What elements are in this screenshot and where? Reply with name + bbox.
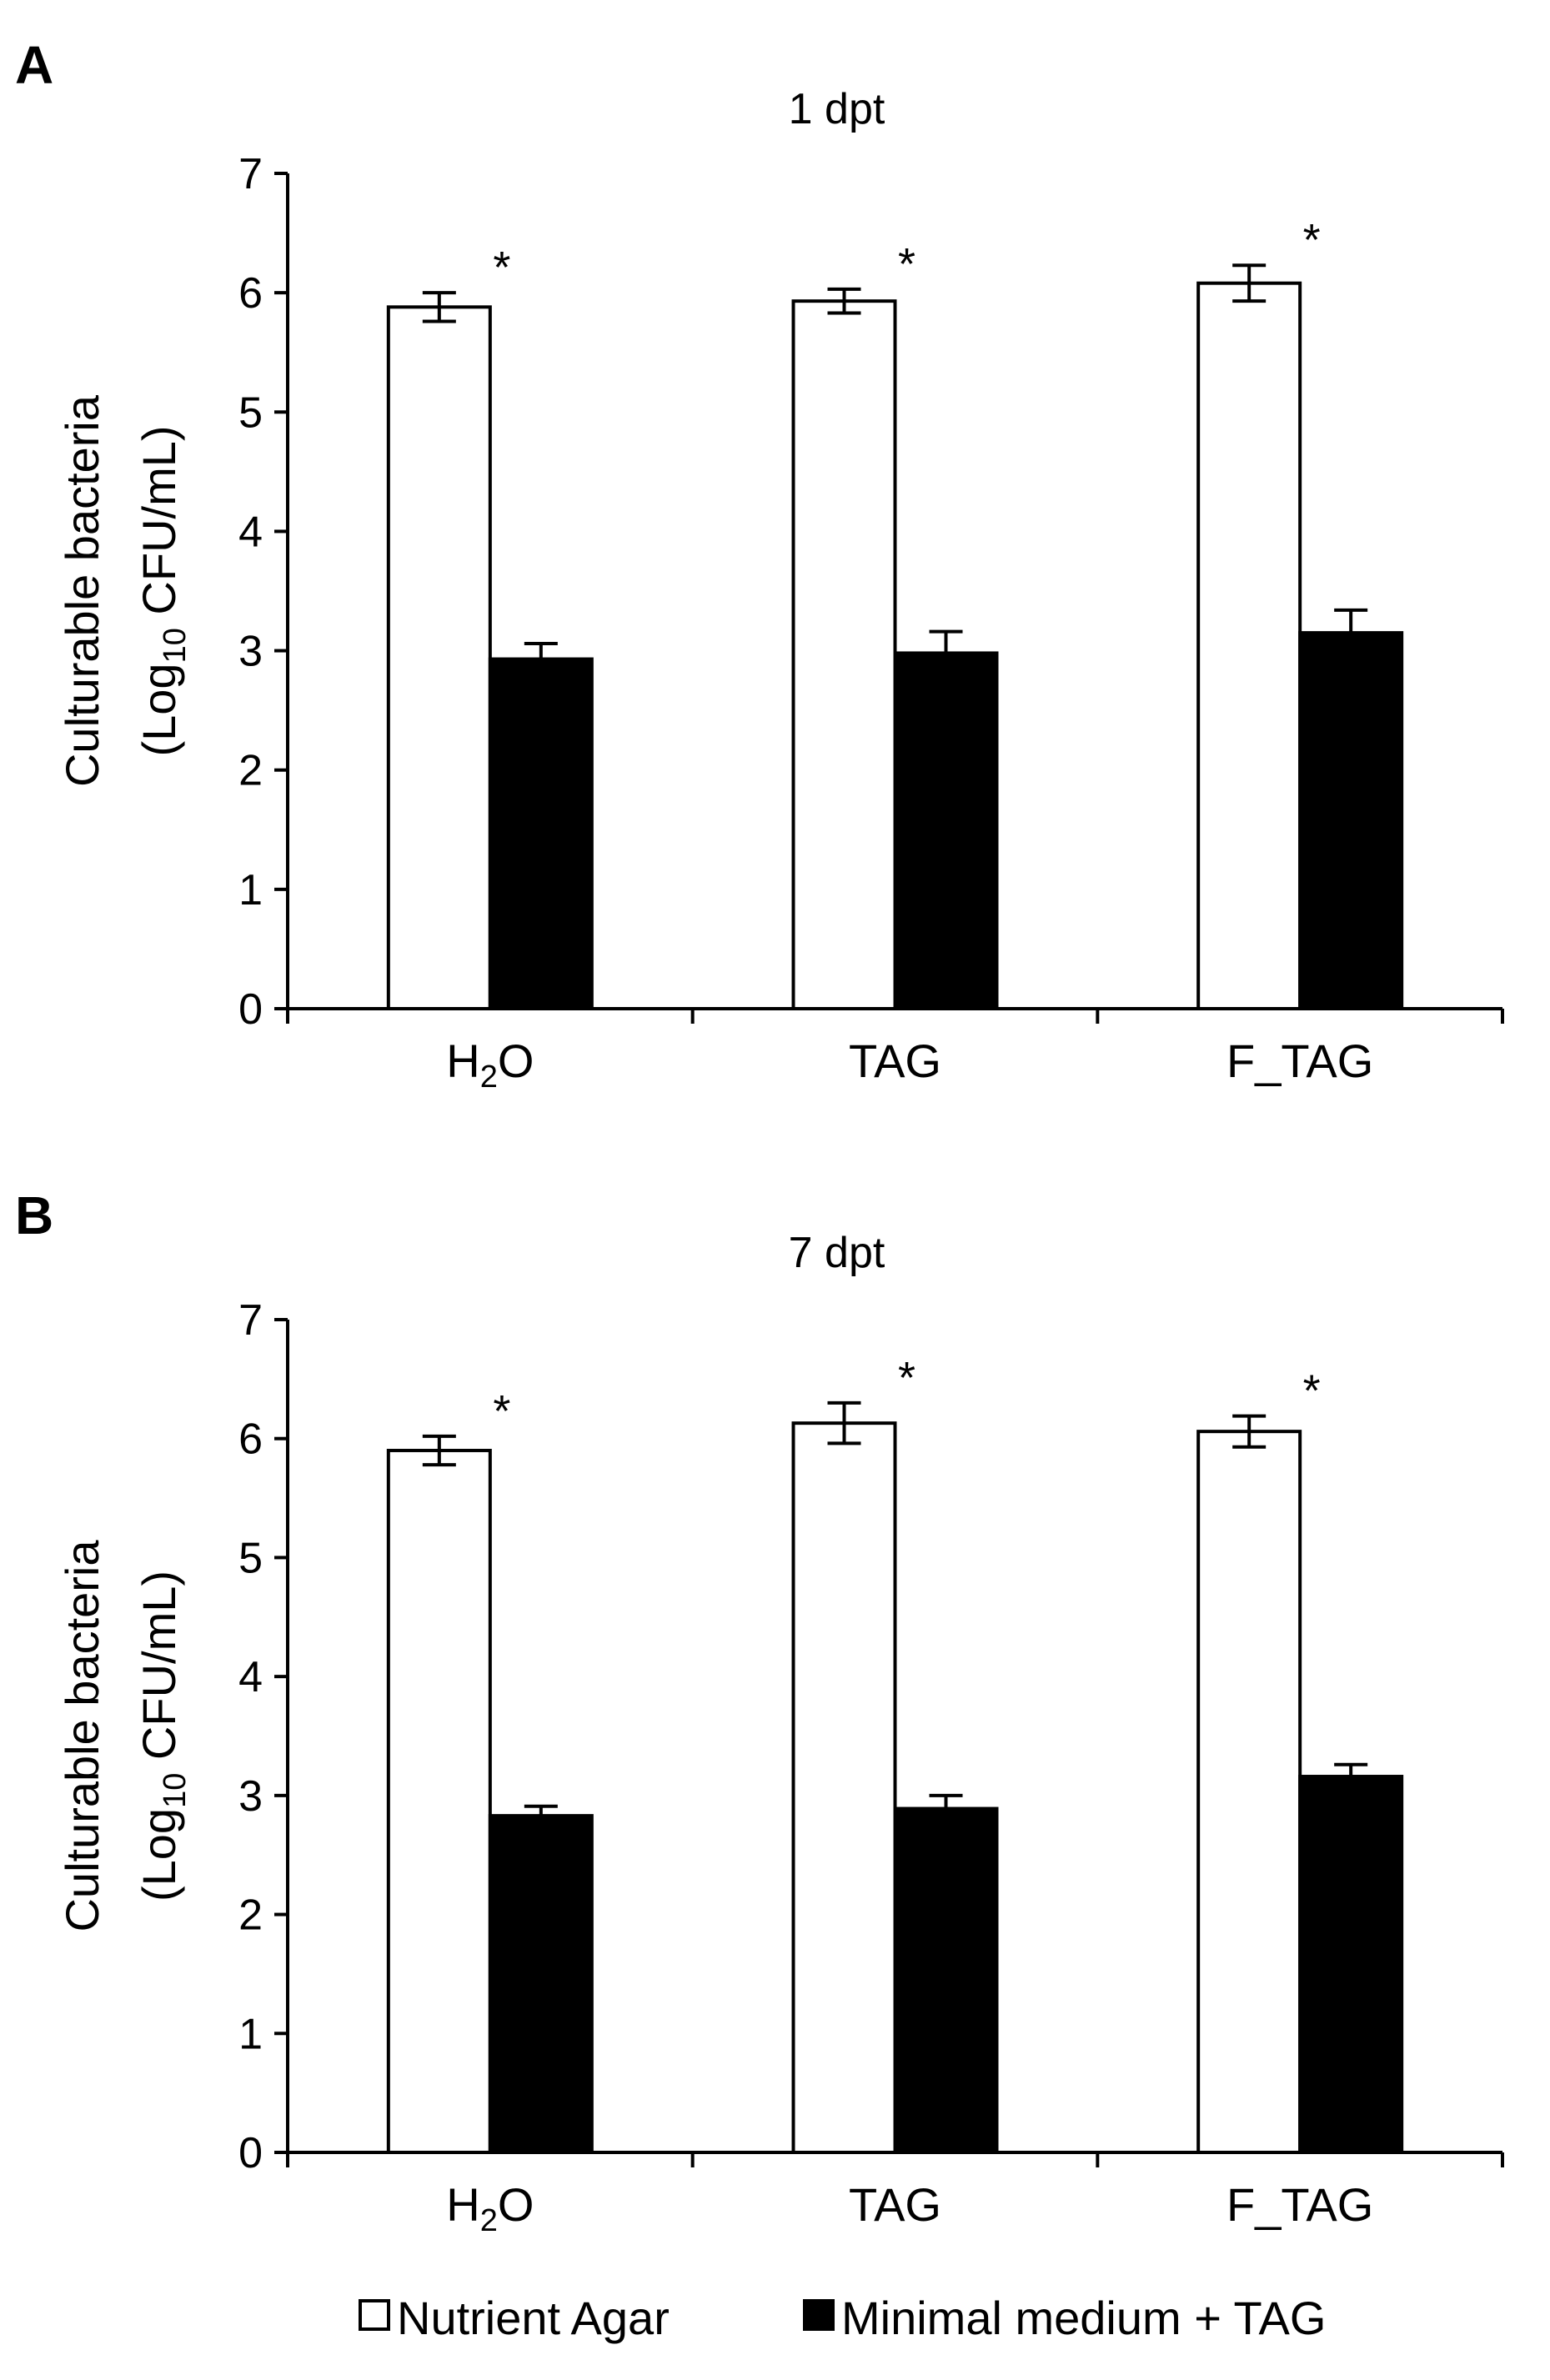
panel-letter: A xyxy=(15,35,53,95)
bar-minimal-medium xyxy=(1298,631,1404,1010)
y-tick-label: 2 xyxy=(238,1891,263,1940)
y-tick-label: 1 xyxy=(238,866,263,914)
chart-panel-a: A 1 dpt Culturable bacteria (Log10 CFU/mL) 0… xyxy=(15,35,1504,1095)
legend-swatch-nutrient-agar xyxy=(359,2299,390,2331)
y-tick-label: 5 xyxy=(238,1534,263,1582)
bar-minimal-medium xyxy=(893,651,999,1010)
x-category-text: F_TAG xyxy=(1226,1035,1373,1087)
y-tick-label: 1 xyxy=(238,2010,263,2058)
significance-star: * xyxy=(1303,215,1321,265)
y-tick-label: 3 xyxy=(238,628,263,676)
legend-label: Minimal medium + TAG xyxy=(841,2292,1326,2344)
y-tick-label: 0 xyxy=(238,985,263,1034)
bar-nutrient-agar xyxy=(1196,281,1302,1011)
y-axis-title-line2: (Log10 CFU/mL) xyxy=(133,425,193,756)
y-axis-title-line1: Culturable bacteria xyxy=(56,1540,108,1932)
y-axis-title-line2: (Log10 CFU/mL) xyxy=(133,1571,193,1901)
y-axis-title-sub: 10 xyxy=(158,1773,193,1808)
bar-minimal-medium xyxy=(1298,1775,1404,2155)
y-tick-label: 3 xyxy=(238,1772,263,1821)
y-tick-label: 7 xyxy=(238,150,263,198)
bar-minimal-medium xyxy=(488,657,594,1010)
bar-minimal-medium xyxy=(893,1806,999,2154)
y-axis-title-post: CFU/mL) xyxy=(133,1571,185,1773)
y-axis-title-pre: (Log xyxy=(133,663,185,756)
significance-star: * xyxy=(493,1386,510,1436)
significance-star: * xyxy=(493,243,510,293)
bar-nutrient-agar xyxy=(386,1448,492,2154)
bar-nutrient-agar xyxy=(791,299,897,1011)
x-category-text: H xyxy=(446,1035,479,1087)
x-category-label: TAG xyxy=(849,2178,941,2231)
x-category-label: TAG xyxy=(849,1035,941,1087)
y-tick-label: 6 xyxy=(238,1415,263,1464)
x-category-post: O xyxy=(498,2178,534,2231)
bar-minimal-medium xyxy=(488,1814,594,2155)
x-category-text: H xyxy=(446,2178,479,2231)
significance-star: * xyxy=(898,1353,915,1403)
legend-label: Nutrient Agar xyxy=(397,2292,670,2344)
x-category-sub: 2 xyxy=(480,1060,498,1095)
legend: Nutrient Agar Minimal medium + TAG xyxy=(359,2292,1326,2344)
x-category-label: H2O xyxy=(446,1035,534,1095)
y-axis-title-post: CFU/mL) xyxy=(133,425,185,628)
y-axis-title-pre: (Log xyxy=(133,1808,185,1901)
significance-star: * xyxy=(898,239,915,289)
x-category-post: O xyxy=(498,1035,534,1087)
bar-nutrient-agar xyxy=(386,305,492,1010)
y-tick-label: 6 xyxy=(238,269,263,318)
chart-panel-b: B 7 dpt Culturable bacteria (Log10 CFU/mL) 0… xyxy=(15,1185,1504,2238)
y-axis-title-line1: Culturable bacteria xyxy=(56,394,108,787)
chart-title: 7 dpt xyxy=(789,1229,885,1277)
y-tick-label: 4 xyxy=(238,508,263,556)
x-category-label: F_TAG xyxy=(1226,1035,1373,1087)
x-category-label: F_TAG xyxy=(1226,2178,1373,2231)
x-category-sub: 2 xyxy=(480,2203,498,2238)
bar-nutrient-agar xyxy=(791,1421,897,2154)
x-category-label: H2O xyxy=(446,2178,534,2238)
x-category-text: TAG xyxy=(849,1035,941,1087)
bar-nutrient-agar xyxy=(1196,1430,1302,2155)
legend-swatch-minimal-medium xyxy=(803,2299,835,2331)
chart-title: 1 dpt xyxy=(789,85,885,133)
y-tick-label: 2 xyxy=(238,747,263,795)
y-tick-label: 5 xyxy=(238,388,263,437)
y-tick-label: 4 xyxy=(238,1653,263,1701)
y-axis-title-sub: 10 xyxy=(158,628,193,663)
x-category-text: F_TAG xyxy=(1226,2178,1373,2231)
x-category-text: TAG xyxy=(849,2178,941,2231)
y-tick-label: 7 xyxy=(238,1296,263,1345)
y-tick-label: 0 xyxy=(238,2129,263,2177)
significance-star: * xyxy=(1303,1366,1321,1416)
panel-letter: B xyxy=(15,1185,53,1245)
